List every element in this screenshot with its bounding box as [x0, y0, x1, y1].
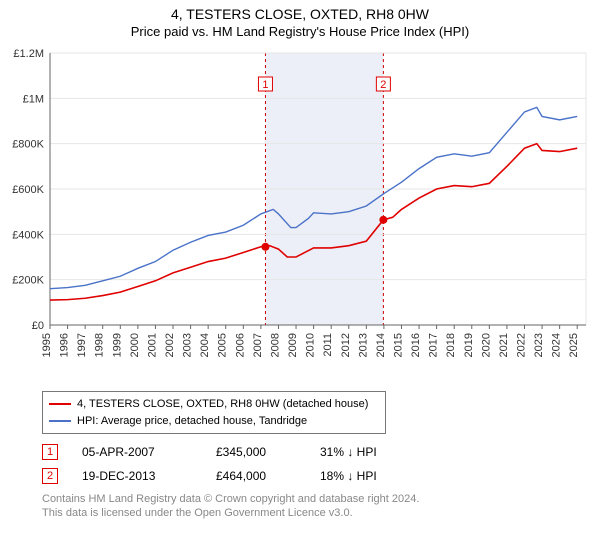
svg-text:2014: 2014 — [375, 333, 387, 357]
transaction-row: 1 05-APR-2007 £345,000 31% ↓ HPI — [42, 440, 600, 464]
svg-text:2018: 2018 — [445, 333, 457, 357]
svg-text:2007: 2007 — [252, 333, 264, 357]
tx-marker: 2 — [42, 468, 58, 484]
tx-price: £345,000 — [216, 445, 296, 459]
tx-date: 05-APR-2007 — [82, 445, 192, 459]
tx-marker: 1 — [42, 444, 58, 460]
svg-text:2001: 2001 — [146, 333, 158, 357]
svg-text:2024: 2024 — [551, 333, 563, 357]
svg-text:2003: 2003 — [182, 333, 194, 357]
legend-label: HPI: Average price, detached house, Tand… — [77, 413, 307, 430]
footer-line-2: This data is licensed under the Open Gov… — [42, 506, 600, 520]
svg-text:2020: 2020 — [480, 333, 492, 357]
svg-text:2006: 2006 — [234, 333, 246, 357]
svg-text:2017: 2017 — [428, 333, 440, 357]
legend-item: HPI: Average price, detached house, Tand… — [49, 413, 379, 430]
svg-text:2012: 2012 — [340, 333, 352, 357]
transaction-row: 2 19-DEC-2013 £464,000 18% ↓ HPI — [42, 464, 600, 488]
svg-text:2023: 2023 — [533, 333, 545, 357]
svg-text:2: 2 — [380, 79, 386, 91]
svg-text:2022: 2022 — [515, 333, 527, 357]
legend: 4, TESTERS CLOSE, OXTED, RH8 0HW (detach… — [42, 391, 386, 434]
chart-area: £0 £200K £400K £600K £800K £1M £1.2M 1995 1996 19… — [0, 45, 600, 385]
svg-text:1995: 1995 — [41, 333, 53, 357]
svg-text:1997: 1997 — [76, 333, 88, 357]
svg-text:2000: 2000 — [129, 333, 141, 357]
svg-text:2004: 2004 — [199, 333, 211, 357]
tx-pct: 18% ↓ HPI — [320, 469, 420, 483]
chart-subtitle: Price paid vs. HM Land Registry's House … — [0, 22, 600, 45]
svg-text:2021: 2021 — [498, 333, 510, 357]
svg-text:1996: 1996 — [59, 333, 71, 357]
svg-text:£600K: £600K — [12, 184, 44, 196]
svg-text:1: 1 — [262, 79, 268, 91]
svg-text:£1.2M: £1.2M — [13, 48, 44, 60]
legend-swatch — [49, 403, 71, 405]
tx-pct: 31% ↓ HPI — [320, 445, 420, 459]
svg-text:£800K: £800K — [12, 139, 44, 151]
svg-text:2019: 2019 — [463, 333, 475, 357]
tx-point-1 — [261, 243, 269, 251]
svg-text:2013: 2013 — [357, 333, 369, 357]
svg-text:2008: 2008 — [269, 333, 281, 357]
svg-text:1998: 1998 — [94, 333, 106, 357]
svg-text:2015: 2015 — [392, 333, 404, 357]
chart-title: 4, TESTERS CLOSE, OXTED, RH8 0HW — [0, 0, 600, 22]
legend-label: 4, TESTERS CLOSE, OXTED, RH8 0HW (detach… — [77, 396, 368, 413]
legend-item: 4, TESTERS CLOSE, OXTED, RH8 0HW (detach… — [49, 396, 379, 413]
svg-text:1999: 1999 — [111, 333, 123, 357]
tx-price: £464,000 — [216, 469, 296, 483]
svg-text:2025: 2025 — [568, 333, 580, 357]
tx-point-2 — [379, 216, 387, 224]
svg-text:2016: 2016 — [410, 333, 422, 357]
svg-text:2010: 2010 — [305, 333, 317, 357]
svg-text:£200K: £200K — [12, 275, 44, 287]
svg-text:2009: 2009 — [287, 333, 299, 357]
footer-line-1: Contains HM Land Registry data © Crown c… — [42, 492, 600, 506]
svg-text:£0: £0 — [32, 320, 44, 332]
legend-swatch — [49, 420, 71, 422]
chart-svg: £0 £200K £400K £600K £800K £1M £1.2M 1995 1996 19… — [0, 45, 600, 385]
svg-text:£400K: £400K — [12, 229, 44, 241]
svg-text:£1M: £1M — [23, 93, 44, 105]
tx-date: 19-DEC-2013 — [82, 469, 192, 483]
footer-attribution: Contains HM Land Registry data © Crown c… — [42, 492, 600, 521]
svg-text:2005: 2005 — [217, 333, 229, 357]
svg-text:2011: 2011 — [322, 333, 334, 357]
svg-text:2002: 2002 — [164, 333, 176, 357]
transaction-table: 1 05-APR-2007 £345,000 31% ↓ HPI 2 19-DEC-201… — [42, 440, 600, 488]
